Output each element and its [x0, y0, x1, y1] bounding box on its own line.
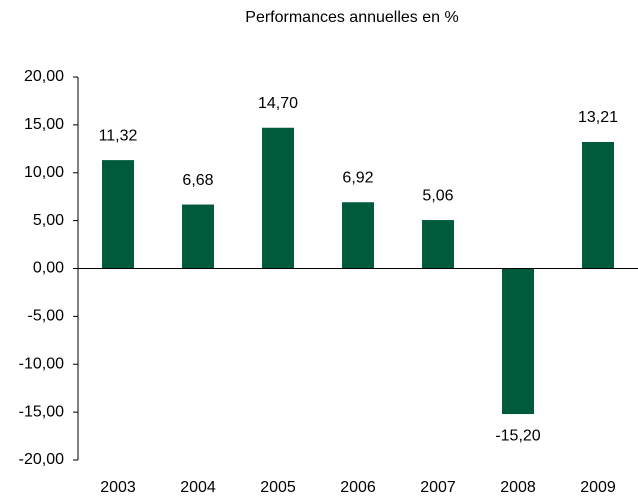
value-label: 6,92 [342, 169, 373, 186]
value-label: 11,32 [99, 127, 138, 144]
x-tick-label: 2008 [500, 479, 536, 496]
value-label: 6,68 [182, 172, 213, 189]
x-tick-label: 2009 [580, 479, 616, 496]
bar [182, 204, 214, 269]
value-label: 14,70 [258, 95, 298, 112]
value-label: -15,20 [495, 427, 540, 444]
y-tick-label: -15,00 [19, 403, 64, 420]
y-tick-label: -5,00 [28, 308, 65, 325]
x-tick-label: 2006 [340, 479, 376, 496]
bar [582, 142, 614, 269]
bar [342, 202, 374, 269]
x-tick-label: 2007 [420, 479, 456, 496]
chart-title: Performances annuelles en % [245, 9, 458, 26]
y-tick-label: 0,00 [33, 260, 64, 277]
value-label: 13,21 [578, 109, 618, 126]
y-tick-label: -20,00 [19, 451, 64, 468]
bar [102, 160, 134, 269]
y-tick-label: 20,00 [24, 68, 64, 85]
y-tick-label: -10,00 [19, 355, 64, 372]
bar [262, 127, 294, 269]
y-tick-label: 5,00 [33, 212, 64, 229]
x-tick-label: 2003 [100, 479, 136, 496]
bar [502, 268, 534, 415]
x-tick-label: 2005 [260, 479, 296, 496]
bar [422, 220, 454, 269]
y-tick-label: 15,00 [24, 116, 64, 133]
y-tick-label: 10,00 [24, 164, 64, 181]
value-label: 5,06 [422, 187, 453, 204]
x-tick-label: 2004 [180, 479, 216, 496]
